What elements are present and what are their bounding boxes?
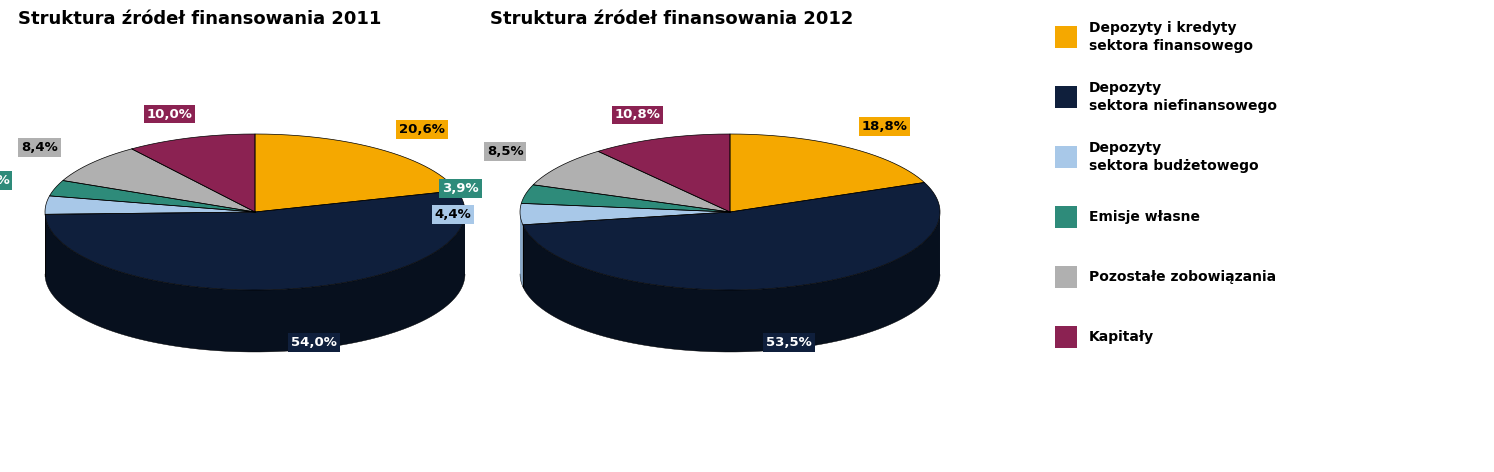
Polygon shape (45, 191, 465, 290)
Text: Kapitały: Kapitały (1089, 330, 1155, 344)
Text: Depozyty
sektora budżetowego: Depozyty sektora budżetowego (1089, 141, 1258, 173)
Bar (1055, 266, 1077, 288)
Text: Struktura źródeł finansowania 2011: Struktura źródeł finansowania 2011 (18, 10, 381, 28)
Polygon shape (520, 203, 731, 225)
Polygon shape (45, 212, 465, 352)
Polygon shape (63, 149, 255, 212)
Text: 10,0%: 10,0% (146, 108, 193, 120)
Polygon shape (49, 180, 255, 212)
Polygon shape (533, 152, 731, 212)
Text: 10,8%: 10,8% (614, 109, 660, 121)
Polygon shape (45, 196, 255, 214)
Bar (1055, 86, 1077, 108)
Text: 54,0%: 54,0% (291, 336, 336, 349)
Text: 8,4%: 8,4% (21, 141, 58, 154)
Text: 3,9%: 3,9% (442, 182, 478, 194)
Bar (1055, 26, 1077, 48)
Polygon shape (598, 134, 731, 212)
Text: 8,5%: 8,5% (487, 145, 523, 158)
Polygon shape (523, 212, 940, 352)
Bar (1055, 206, 1077, 228)
Bar (1055, 146, 1077, 168)
Text: Depozyty i kredyty
sektora finansowego: Depozyty i kredyty sektora finansowego (1089, 21, 1253, 53)
Text: Emisje własne: Emisje własne (1089, 210, 1200, 224)
Text: 53,5%: 53,5% (766, 336, 811, 349)
Polygon shape (131, 134, 255, 212)
Text: Depozyty
sektora niefinansowego: Depozyty sektora niefinansowego (1089, 81, 1277, 113)
Polygon shape (520, 212, 523, 287)
Text: 4,4%: 4,4% (435, 208, 471, 221)
Text: Struktura źródeł finansowania 2012: Struktura źródeł finansowania 2012 (490, 10, 853, 28)
Polygon shape (731, 134, 925, 212)
Bar (1055, 326, 1077, 348)
Text: 18,8%: 18,8% (862, 120, 907, 133)
Polygon shape (255, 134, 457, 212)
Text: 20,6%: 20,6% (399, 123, 445, 136)
Polygon shape (521, 185, 731, 212)
Text: 3,3%: 3,3% (0, 174, 9, 187)
Polygon shape (523, 183, 940, 290)
Text: Pozostałe zobowiązania: Pozostałe zobowiązania (1089, 270, 1276, 284)
